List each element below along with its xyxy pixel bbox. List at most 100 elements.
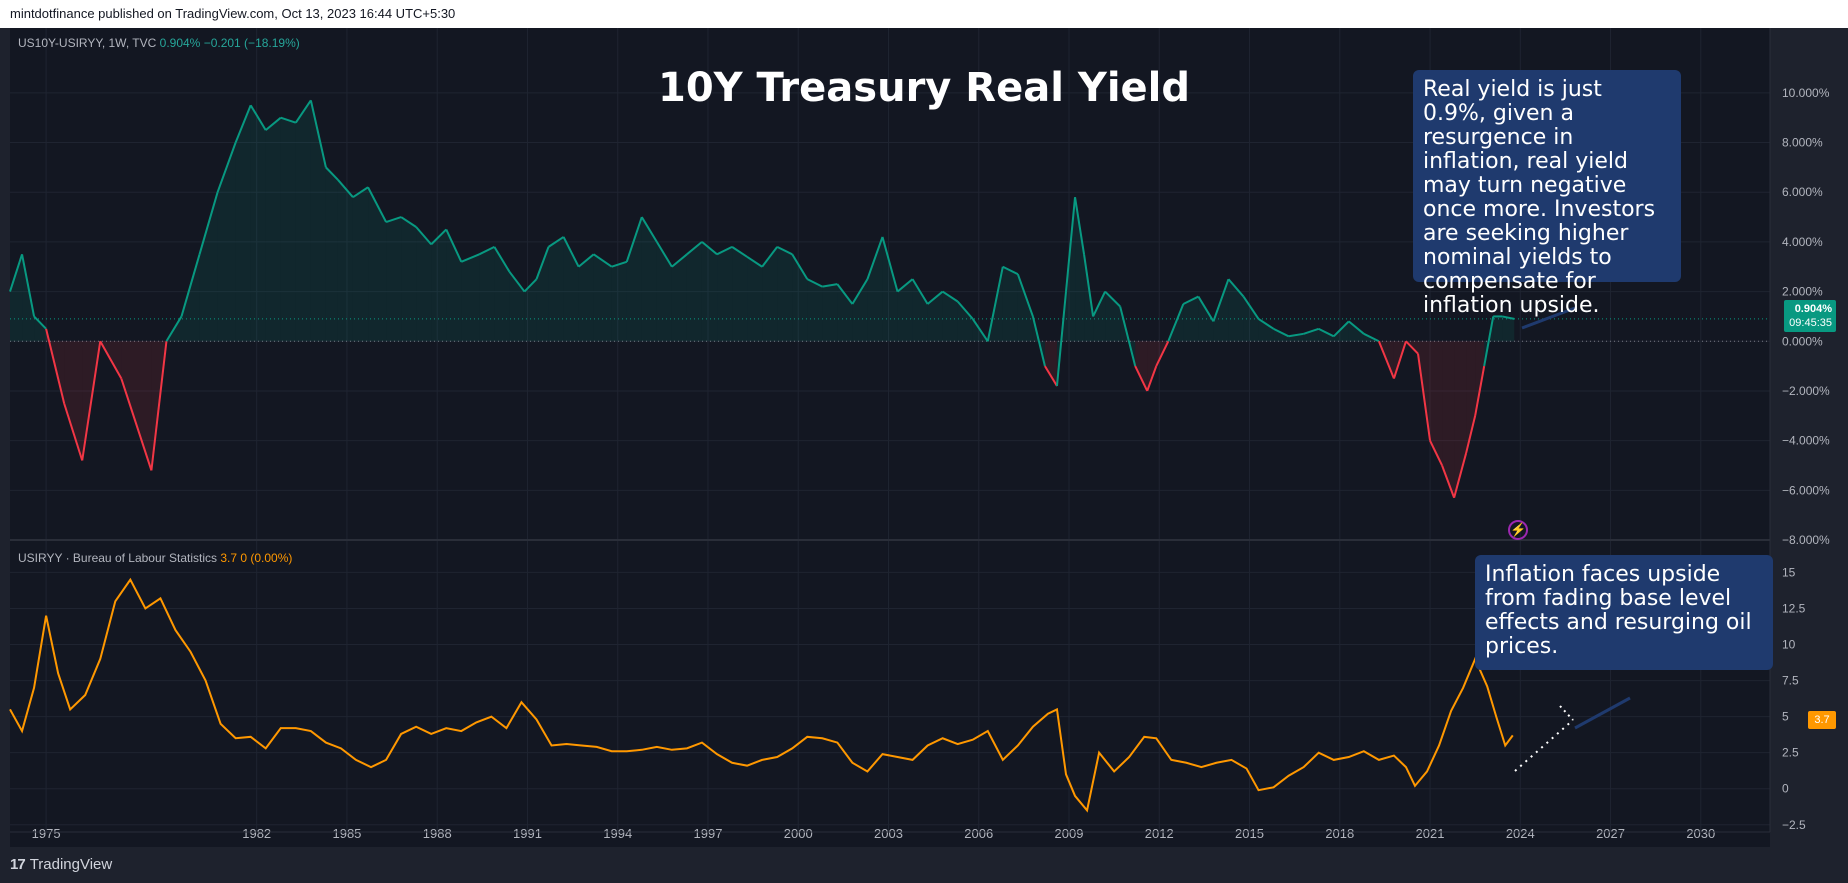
real-yield-line-segment [430,228,447,246]
x-tick-label: 2006 [964,826,993,841]
real-yield-line-segment [460,253,480,263]
real-yield-line-segment [562,236,580,268]
bottom-change: 0 (0.00%) [240,551,293,565]
real-yield-line-segment [836,283,854,305]
top-y-tick-label: −6.000% [1782,483,1830,497]
chart-title: 10Y Treasury Real Yield [657,65,1190,111]
real-yield-area-segment [1066,197,1076,342]
x-tick-label: 1991 [513,826,542,841]
inflation-series [9,577,1514,813]
real-yield-line-segment [1044,365,1058,387]
real-yield-line-segment [1065,197,1077,292]
real-yield-line-segment [1333,320,1350,338]
top-y-tick-label: 0.000% [1782,334,1823,348]
real-yield-line-segment [686,241,703,256]
real-yield-area-segment [1075,197,1085,342]
real-yield-area-segment [22,254,35,342]
real-yield-area-segment [717,246,733,342]
real-yield-area-segment [217,142,236,342]
real-yield-area-segment [1475,341,1485,416]
real-yield-line-segment [180,254,201,317]
real-yield-line-segment [415,226,432,246]
real-yield-area-segment [762,246,778,342]
real-yield-line-segment [1441,465,1456,499]
top-y-tick-label: 8.000% [1782,136,1823,150]
real-yield-area-segment [1228,279,1244,342]
real-yield-line-segment [896,278,914,293]
real-yield-line-segment [1155,340,1170,367]
bottom-last-price-tag: 3.7 [1808,711,1836,729]
real-yield-line-segment [1348,320,1365,335]
tradingview-logo[interactable]: 17 TradingView [10,856,112,873]
x-tick-label: 2000 [784,826,813,841]
real-yield-line-segment [1363,332,1380,343]
real-yield-line-segment [1429,440,1443,466]
real-yield-area-segment [1502,316,1515,342]
top-y-tick-label: 4.000% [1782,235,1823,249]
real-yield-area-segment [199,192,218,342]
publish-text: mintdotfinance published on TradingView.… [10,6,456,21]
real-yield-line-segment [1303,327,1320,335]
x-tick-label: 2009 [1055,826,1084,841]
bottom-y-tick-label: 2.5 [1782,746,1799,760]
real-yield-line-segment [9,254,23,292]
real-yield-area-segment [536,246,549,342]
real-yield-line-segment [493,246,511,273]
real-yield-area-segment [416,226,432,342]
real-yield-line-segment [234,104,252,143]
real-yield-area-segment [280,117,296,342]
bottom-y-tick-label: 15 [1782,565,1796,579]
real-yield-area-segment [656,241,672,342]
real-yield-line-segment [249,104,267,131]
top-value: 0.904% [159,36,201,50]
real-yield-line-segment [806,278,823,288]
forecast-dotted-line [1514,719,1574,772]
real-yield-line-segment [1453,452,1468,499]
real-yield-line-segment [508,271,526,293]
real-yield-series [9,99,1515,499]
real-yield-area-segment [701,241,718,342]
real-yield-line-segment [1182,295,1199,305]
real-yield-line-segment [478,245,495,256]
x-tick-label: 2027 [1596,826,1625,841]
real-yield-area-segment [626,217,642,342]
real-yield-area-segment [1002,266,1018,342]
real-yield-line-segment [150,341,168,471]
top-y-tick-label: −8.000% [1782,533,1830,547]
annotation-arrows [1514,306,1631,772]
x-tick-label: 1994 [603,826,632,841]
bottom-pane-legend[interactable]: USIRYY · Bureau of Labour Statistics 3.7… [18,551,292,565]
x-tick-label: 2012 [1145,826,1174,841]
inflation-callout[interactable]: Inflation faces upside from fading base … [1475,555,1773,670]
bottom-y-tick-label: 12.5 [1782,601,1806,615]
real-yield-line-segment [746,255,763,268]
bottom-y-tick-label: 10 [1782,638,1796,652]
real-yield-line-segment [1242,295,1260,320]
real-yield-line-segment [701,241,718,256]
real-yield-area-segment [34,316,47,342]
lightning-icon[interactable]: ⚡ [1508,520,1528,540]
real-yield-area-segment [1430,341,1443,466]
real-yield-area-segment [942,291,958,342]
real-yield-line-segment [577,253,595,268]
real-yield-area-segment [1442,341,1455,498]
real-yield-line-segment [1016,273,1034,317]
x-tick-label: 2003 [874,826,903,841]
bottom-symbol: USIRYY · Bureau of Labour Statistics [18,551,217,565]
countdown: 09:45:35 [1789,317,1832,329]
real-yield-area-segment [1093,291,1106,342]
real-yield-line-segment [1405,340,1419,355]
real-yield-area-segment [524,279,537,342]
real-yield-area-segment [1183,296,1199,342]
real-yield-line-segment [325,166,339,181]
real-yield-area-segment [807,279,823,342]
real-yield-area-segment [1303,328,1319,342]
real-yield-line-segment [309,100,327,168]
real-yield-line-segment [400,216,417,228]
top-pane-legend[interactable]: US10Y-USIRYY, 1W, TVC 0.904% −0.201 (−18… [18,36,300,50]
real-yield-area-segment [265,117,281,342]
real-yield-line-segment [1465,415,1477,454]
real-yield-line-segment [731,246,748,258]
real-yield-callout[interactable]: Real yield is just 0.9%, given a resurge… [1413,70,1681,318]
real-yield-area-segment [563,236,579,342]
